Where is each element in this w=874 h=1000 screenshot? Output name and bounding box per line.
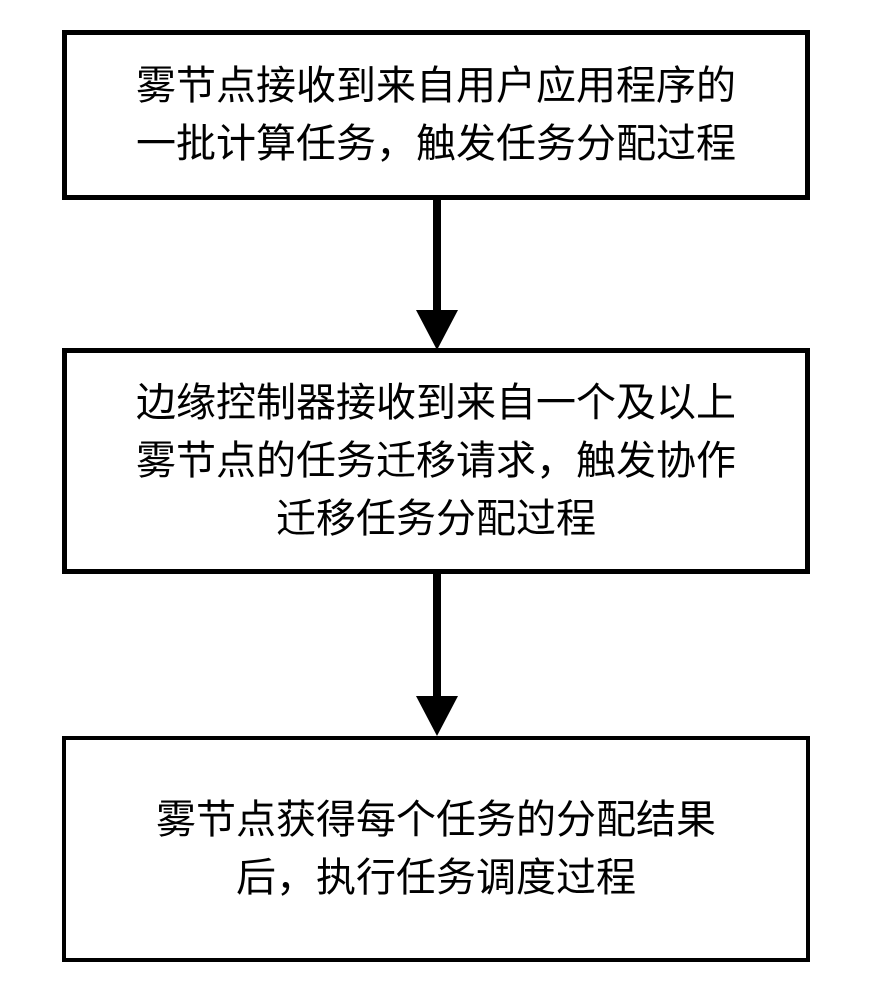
flowchart-step-1-label: 雾节点接收到来自用户应用程序的 一批计算任务，触发任务分配过程 [67, 57, 805, 173]
flowchart-arrow-2-line [433, 574, 441, 696]
flowchart-step-2: 边缘控制器接收到来自一个及以上 雾节点的任务迁移请求，触发协作 迁移任务分配过程 [62, 348, 810, 574]
flowchart-step-1: 雾节点接收到来自用户应用程序的 一批计算任务，触发任务分配过程 [62, 30, 810, 200]
flowchart-canvas: 雾节点接收到来自用户应用程序的 一批计算任务，触发任务分配过程 边缘控制器接收到… [0, 0, 874, 1000]
flowchart-arrow-1-line [433, 200, 441, 310]
flowchart-step-2-label: 边缘控制器接收到来自一个及以上 雾节点的任务迁移请求，触发协作 迁移任务分配过程 [67, 374, 805, 548]
flowchart-arrow-1-head [416, 310, 458, 350]
flowchart-step-3: 雾节点获得每个任务的分配结果 后，执行任务调度过程 [62, 736, 810, 962]
flowchart-arrow-2-head [416, 696, 458, 736]
flowchart-step-3-label: 雾节点获得每个任务的分配结果 后，执行任务调度过程 [66, 791, 806, 907]
